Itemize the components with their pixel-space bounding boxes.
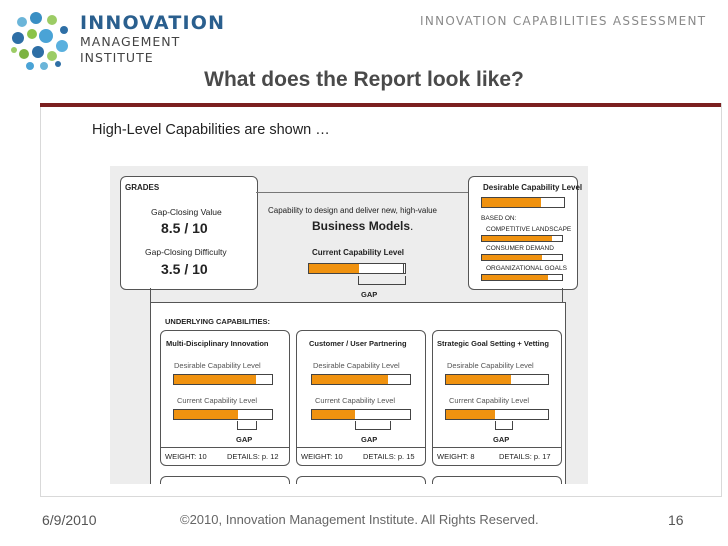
connector-line: [562, 288, 563, 302]
details-link[interactable]: DETAILS: p. 17: [499, 452, 551, 461]
factor-bar: [481, 274, 563, 281]
desirable-level-fill: [446, 375, 512, 384]
gap-label: GAP: [236, 435, 253, 444]
based-on-label: BASED ON:: [481, 215, 517, 222]
factor-label: COMPETITIVE LANDSCAPE: [486, 226, 572, 233]
gap-label: GAP: [361, 435, 378, 444]
factor-fill: [482, 255, 542, 260]
card-footer-rule: [161, 447, 289, 448]
gap-bracket: [237, 421, 257, 430]
logo-line3: INSTITUTE: [80, 50, 154, 65]
sub-capability-title: Strategic Goal Setting + Vetting: [437, 339, 549, 348]
desirable-title: Desirable Capability Level: [483, 183, 583, 192]
desirable-capability-box: Desirable Capability Level BASED ON: COM…: [468, 176, 582, 290]
desirable-level-fill: [174, 375, 257, 384]
current-capability-fill: [309, 264, 359, 273]
gap-label: GAP: [493, 435, 510, 444]
weight-label: WEIGHT: 10: [165, 452, 207, 461]
subheading: High-Level Capabilities are shown …: [92, 122, 330, 138]
card-footer-rule: [433, 447, 561, 448]
gap-label: GAP: [361, 290, 378, 299]
report-preview: GRADES Gap-Closing Value 8.5 / 10 Gap-Cl…: [110, 166, 588, 484]
sub-capability-card-partial: [296, 476, 426, 484]
capability-description: Capability to design and deliver new, hi…: [268, 206, 437, 215]
current-level-bar: [311, 409, 411, 420]
footer-date: 6/9/2010: [42, 512, 97, 528]
gap-bracket: [358, 276, 406, 285]
current-level-fill: [446, 410, 495, 419]
gap-bracket: [495, 421, 513, 430]
current-capability-bar: [308, 263, 406, 274]
factor-fill: [482, 236, 553, 241]
desirable-level-label: Desirable Capability Level: [447, 361, 534, 370]
capability-name-text: Business Models: [312, 219, 411, 233]
sub-capability-card: Customer / User Partnering Desirable Cap…: [296, 330, 426, 466]
current-capability-label: Current Capability Level: [312, 248, 405, 257]
current-level-bar: [173, 409, 273, 420]
capability-name-suffix: .: [410, 219, 414, 233]
card-footer-rule: [297, 447, 425, 448]
logo-line2: MANAGEMENT: [80, 34, 181, 49]
factor-label: CONSUMER DEMAND: [486, 245, 554, 252]
capability-name: Business Models.: [312, 219, 413, 233]
gap-bracket: [355, 421, 391, 430]
current-level-fill: [312, 410, 356, 419]
desirable-level-label: Desirable Capability Level: [313, 361, 400, 370]
sub-capability-card: Strategic Goal Setting + Vetting Desirab…: [432, 330, 562, 466]
underlying-label: UNDERLYING CAPABILITIES:: [165, 317, 271, 326]
frame-top-rule: [40, 103, 721, 107]
desirable-level-label: Desirable Capability Level: [174, 361, 261, 370]
factor-bar: [481, 254, 563, 261]
desirable-level-fill: [482, 198, 542, 207]
factor-bar: [481, 235, 563, 242]
current-level-label: Current Capability Level: [449, 396, 530, 405]
current-level-bar: [445, 409, 549, 420]
gap-closing-difficulty-label: Gap-Closing Difficulty: [145, 247, 227, 257]
footer-copyright: ©2010, Innovation Management Institute. …: [180, 512, 539, 527]
desirable-level-bar: [311, 374, 411, 385]
details-link[interactable]: DETAILS: p. 15: [363, 452, 415, 461]
sub-capability-card-partial: [160, 476, 290, 484]
connector-line: [256, 192, 468, 193]
weight-label: WEIGHT: 10: [301, 452, 343, 461]
factor-label: ORGANIZATIONAL GOALS: [486, 265, 567, 272]
details-link[interactable]: DETAILS: p. 12: [227, 452, 279, 461]
grades-box: GRADES Gap-Closing Value 8.5 / 10 Gap-Cl…: [120, 176, 258, 290]
sub-capability-card-partial: [432, 476, 562, 484]
logo-line1: INNOVATION: [80, 12, 226, 34]
desirable-marker: [403, 263, 405, 274]
weight-label: WEIGHT: 8: [437, 452, 475, 461]
slide-title: What does the Report look like?: [204, 68, 524, 91]
desirable-level-bar: [481, 197, 565, 208]
gap-closing-value: 8.5 / 10: [161, 220, 208, 236]
gap-closing-value-label: Gap-Closing Value: [151, 207, 222, 217]
institute-logo-icon: [11, 12, 68, 70]
gap-closing-difficulty: 3.5 / 10: [161, 261, 208, 277]
factor-fill: [482, 275, 548, 280]
desirable-level-bar: [445, 374, 549, 385]
page-number: 16: [668, 512, 684, 528]
desirable-level-bar: [173, 374, 273, 385]
grades-label: GRADES: [125, 183, 160, 192]
sub-capability-card: Multi-Disciplinary Innovation Desirable …: [160, 330, 290, 466]
connector-line: [150, 288, 151, 302]
sub-capability-title: Multi-Disciplinary Innovation: [166, 339, 269, 348]
logo-wordmark: INNOVATION MANAGEMENT INSTITUTE: [80, 12, 225, 66]
current-level-fill: [174, 410, 238, 419]
current-level-label: Current Capability Level: [177, 396, 258, 405]
section-title: INNOVATION CAPABILITIES ASSESSMENT: [420, 14, 707, 28]
sub-capability-title: Customer / User Partnering: [309, 339, 407, 348]
desirable-level-fill: [312, 375, 389, 384]
current-level-label: Current Capability Level: [315, 396, 396, 405]
